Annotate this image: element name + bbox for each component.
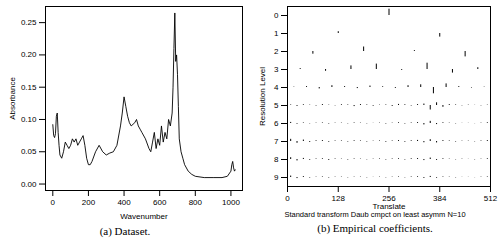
svg-text:Resolution Level: Resolution Level (258, 67, 267, 126)
html-text:(b) Empirical coefficients.: (b) Empirical coefficients. (317, 222, 433, 234)
svg-text:0: 0 (274, 11, 279, 20)
svg-text:Wavenumber: Wavenumber (120, 212, 168, 221)
html-text:(a) Dataset.: (a) Dataset. (99, 225, 151, 237)
svg-text:512: 512 (483, 194, 497, 203)
svg-text:0.20: 0.20 (20, 50, 36, 59)
svg-text:200: 200 (81, 198, 95, 207)
svg-text:2: 2 (274, 47, 279, 56)
svg-text:0.10: 0.10 (20, 115, 36, 124)
svg-text:800: 800 (188, 198, 202, 207)
svg-text:1: 1 (274, 29, 279, 38)
svg-text:400: 400 (117, 198, 131, 207)
svg-text:0.00: 0.00 (20, 180, 36, 189)
svg-text:7: 7 (274, 137, 279, 146)
svg-text:6: 6 (274, 119, 279, 128)
svg-text:600: 600 (152, 198, 166, 207)
svg-text:9: 9 (274, 173, 279, 182)
svg-text:0.25: 0.25 (20, 18, 36, 27)
svg-text:Translate: Translate (372, 202, 406, 211)
svg-text:0.15: 0.15 (20, 83, 36, 92)
svg-text:256: 256 (381, 194, 396, 204)
svg-text:5: 5 (274, 101, 279, 110)
svg-text:Absorbance: Absorbance (8, 77, 17, 120)
svg-text:3: 3 (274, 65, 279, 74)
svg-text:1000: 1000 (222, 198, 240, 207)
svg-text:4: 4 (274, 83, 279, 92)
svg-text:0: 0 (50, 198, 55, 207)
svg-text:0: 0 (285, 194, 290, 203)
html-text:Standard transform Daub cmpct: Standard transform Daub cmpct on least a… (284, 210, 466, 219)
svg-text:0.05: 0.05 (20, 147, 36, 156)
svg-text:8: 8 (274, 155, 279, 164)
svg-text:384: 384 (433, 194, 447, 203)
svg-text:128: 128 (331, 194, 345, 203)
